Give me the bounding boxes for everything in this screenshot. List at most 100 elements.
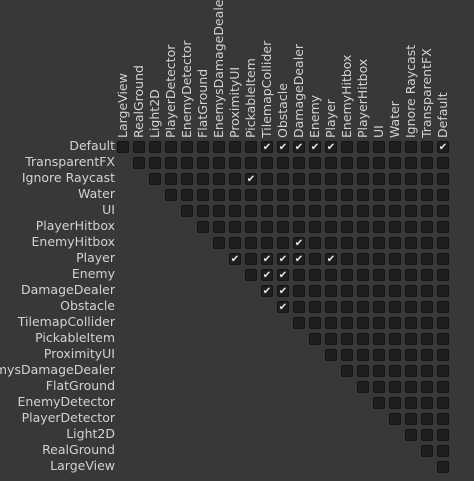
toggle-default-x-player-checked[interactable]: ✔	[325, 141, 337, 153]
toggle-ignore-raycast-x-playerdetector[interactable]	[165, 173, 177, 185]
toggle-enemysdamagedealer-x-default[interactable]	[437, 365, 449, 377]
toggle-water-x-obstacle[interactable]	[277, 189, 289, 201]
toggle-water-x-playerhitbox[interactable]	[357, 189, 369, 201]
toggle-ui-x-water[interactable]	[389, 205, 401, 217]
toggle-default-x-ui[interactable]	[373, 141, 385, 153]
toggle-playerhitbox-x-pickableitem[interactable]	[245, 221, 257, 233]
toggle-playerdetector-x-water[interactable]	[389, 413, 401, 425]
toggle-enemyhitbox-x-enemyhitbox[interactable]	[341, 237, 353, 249]
toggle-playerhitbox-x-proximityui[interactable]	[229, 221, 241, 233]
toggle-playerhitbox-x-flatground[interactable]	[197, 221, 209, 233]
toggle-water-x-ui[interactable]	[373, 189, 385, 201]
toggle-player-x-ignore-raycast[interactable]	[405, 253, 417, 265]
toggle-transparentfx-x-obstacle[interactable]	[277, 157, 289, 169]
toggle-light2d-x-transparentfx[interactable]	[421, 429, 433, 441]
toggle-playerdetector-x-ignore-raycast[interactable]	[405, 413, 417, 425]
toggle-proximityui-x-enemyhitbox[interactable]	[341, 349, 353, 361]
toggle-water-x-damagedealer[interactable]	[293, 189, 305, 201]
toggle-water-x-playerdetector[interactable]	[165, 189, 177, 201]
toggle-transparentfx-x-flatground[interactable]	[197, 157, 209, 169]
toggle-enemydetector-x-ignore-raycast[interactable]	[405, 397, 417, 409]
toggle-player-x-enemy[interactable]	[309, 253, 321, 265]
toggle-water-x-pickableitem[interactable]	[245, 189, 257, 201]
toggle-enemyhitbox-x-pickableitem[interactable]	[245, 237, 257, 249]
toggle-flatground-x-playerhitbox[interactable]	[357, 381, 369, 393]
toggle-transparentfx-x-water[interactable]	[389, 157, 401, 169]
toggle-flatground-x-ui[interactable]	[373, 381, 385, 393]
toggle-ui-x-pickableitem[interactable]	[245, 205, 257, 217]
toggle-transparentfx-x-ui[interactable]	[373, 157, 385, 169]
toggle-default-x-playerdetector[interactable]	[165, 141, 177, 153]
toggle-tilemapcollider-x-damagedealer[interactable]	[293, 317, 305, 329]
toggle-proximityui-x-water[interactable]	[389, 349, 401, 361]
toggle-flatground-x-ignore-raycast[interactable]	[405, 381, 417, 393]
toggle-tilemapcollider-x-ui[interactable]	[373, 317, 385, 329]
toggle-obstacle-x-ignore-raycast[interactable]	[405, 301, 417, 313]
toggle-pickableitem-x-water[interactable]	[389, 333, 401, 345]
toggle-water-x-tilemapcollider[interactable]	[261, 189, 273, 201]
toggle-default-x-largeview[interactable]	[117, 141, 129, 153]
toggle-default-x-flatground[interactable]	[197, 141, 209, 153]
toggle-flatground-x-default[interactable]	[437, 381, 449, 393]
toggle-ignore-raycast-x-tilemapcollider[interactable]	[261, 173, 273, 185]
toggle-ui-x-default[interactable]	[437, 205, 449, 217]
toggle-ignore-raycast-x-enemydetector[interactable]	[181, 173, 193, 185]
toggle-tilemapcollider-x-ignore-raycast[interactable]	[405, 317, 417, 329]
toggle-transparentfx-x-realground[interactable]	[133, 157, 145, 169]
toggle-enemyhitbox-x-player[interactable]	[325, 237, 337, 249]
toggle-ignore-raycast-x-proximityui[interactable]	[229, 173, 241, 185]
toggle-player-x-ui[interactable]	[373, 253, 385, 265]
toggle-transparentfx-x-enemydetector[interactable]	[181, 157, 193, 169]
toggle-player-x-transparentfx[interactable]	[421, 253, 433, 265]
toggle-obstacle-x-playerhitbox[interactable]	[357, 301, 369, 313]
toggle-damagedealer-x-enemy[interactable]	[309, 285, 321, 297]
toggle-player-x-water[interactable]	[389, 253, 401, 265]
toggle-obstacle-x-enemy[interactable]	[309, 301, 321, 313]
toggle-damagedealer-x-damagedealer[interactable]	[293, 285, 305, 297]
toggle-pickableitem-x-player[interactable]	[325, 333, 337, 345]
toggle-default-x-enemy-checked[interactable]: ✔	[309, 141, 321, 153]
toggle-water-x-proximityui[interactable]	[229, 189, 241, 201]
toggle-enemydetector-x-ui[interactable]	[373, 397, 385, 409]
toggle-proximityui-x-ignore-raycast[interactable]	[405, 349, 417, 361]
toggle-damagedealer-x-tilemapcollider-checked[interactable]: ✔	[261, 285, 273, 297]
toggle-transparentfx-x-default[interactable]	[437, 157, 449, 169]
toggle-player-x-damagedealer-checked[interactable]: ✔	[293, 253, 305, 265]
toggle-ignore-raycast-x-flatground[interactable]	[197, 173, 209, 185]
toggle-proximityui-x-transparentfx[interactable]	[421, 349, 433, 361]
toggle-realground-x-transparentfx[interactable]	[421, 445, 433, 457]
toggle-flatground-x-transparentfx[interactable]	[421, 381, 433, 393]
toggle-ui-x-tilemapcollider[interactable]	[261, 205, 273, 217]
toggle-default-x-pickableitem[interactable]	[245, 141, 257, 153]
toggle-transparentfx-x-pickableitem[interactable]	[245, 157, 257, 169]
toggle-damagedealer-x-obstacle-checked[interactable]: ✔	[277, 285, 289, 297]
toggle-ignore-raycast-x-pickableitem-checked[interactable]: ✔	[245, 173, 257, 185]
toggle-pickableitem-x-playerhitbox[interactable]	[357, 333, 369, 345]
toggle-playerhitbox-x-tilemapcollider[interactable]	[261, 221, 273, 233]
toggle-transparentfx-x-light2d[interactable]	[149, 157, 161, 169]
toggle-enemyhitbox-x-ignore-raycast[interactable]	[405, 237, 417, 249]
toggle-ignore-raycast-x-enemysdamagedealer[interactable]	[213, 173, 225, 185]
toggle-water-x-flatground[interactable]	[197, 189, 209, 201]
toggle-player-x-enemyhitbox[interactable]	[341, 253, 353, 265]
toggle-tilemapcollider-x-default[interactable]	[437, 317, 449, 329]
toggle-obstacle-x-damagedealer[interactable]	[293, 301, 305, 313]
toggle-proximityui-x-default[interactable]	[437, 349, 449, 361]
toggle-pickableitem-x-transparentfx[interactable]	[421, 333, 433, 345]
toggle-proximityui-x-ui[interactable]	[373, 349, 385, 361]
toggle-playerhitbox-x-enemy[interactable]	[309, 221, 321, 233]
toggle-playerhitbox-x-ignore-raycast[interactable]	[405, 221, 417, 233]
toggle-transparentfx-x-player[interactable]	[325, 157, 337, 169]
toggle-enemyhitbox-x-tilemapcollider[interactable]	[261, 237, 273, 249]
toggle-player-x-obstacle-checked[interactable]: ✔	[277, 253, 289, 265]
toggle-player-x-tilemapcollider-checked[interactable]: ✔	[261, 253, 273, 265]
toggle-transparentfx-x-damagedealer[interactable]	[293, 157, 305, 169]
toggle-ignore-raycast-x-light2d[interactable]	[149, 173, 161, 185]
toggle-tilemapcollider-x-playerhitbox[interactable]	[357, 317, 369, 329]
toggle-enemysdamagedealer-x-playerhitbox[interactable]	[357, 365, 369, 377]
toggle-enemyhitbox-x-playerhitbox[interactable]	[357, 237, 369, 249]
toggle-ignore-raycast-x-enemy[interactable]	[309, 173, 321, 185]
toggle-transparentfx-x-transparentfx[interactable]	[421, 157, 433, 169]
toggle-damagedealer-x-ui[interactable]	[373, 285, 385, 297]
toggle-obstacle-x-ui[interactable]	[373, 301, 385, 313]
